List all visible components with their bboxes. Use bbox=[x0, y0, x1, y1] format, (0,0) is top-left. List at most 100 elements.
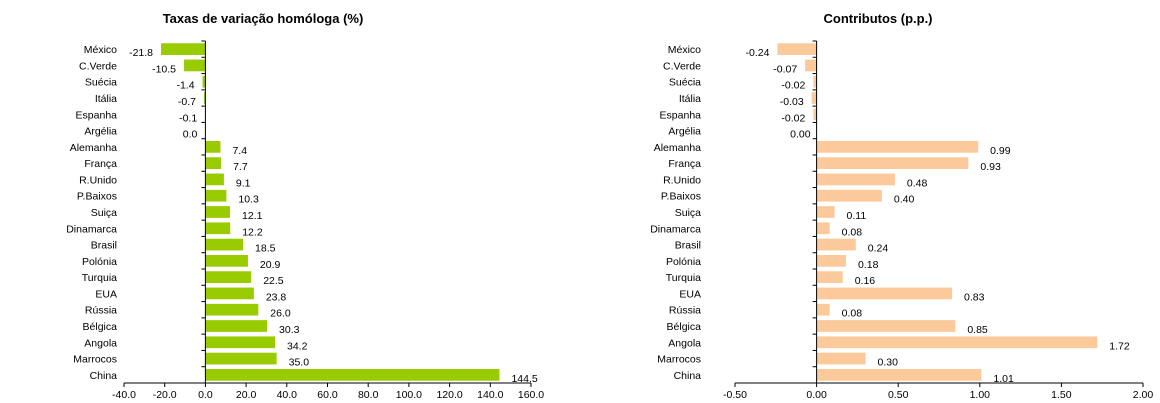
left-bar-7 bbox=[205, 140, 221, 153]
left-category-label: Espanha bbox=[76, 109, 118, 121]
right-category-label: Itália bbox=[679, 93, 701, 105]
right-bar-9 bbox=[816, 173, 895, 186]
left-bar-10 bbox=[205, 189, 227, 202]
left-data-label: 18.5 bbox=[255, 243, 276, 255]
left-bar-20 bbox=[205, 352, 277, 365]
left-category-label: Argélia bbox=[84, 126, 117, 138]
left-category-label: Rússia bbox=[85, 305, 117, 317]
left-bar-1 bbox=[161, 43, 206, 56]
left-data-label: 7.7 bbox=[233, 161, 248, 173]
left-category-label: R.Unido bbox=[79, 174, 117, 186]
left-bar-4 bbox=[203, 92, 206, 104]
left-bar-14 bbox=[205, 254, 248, 267]
right-data-label: 0.30 bbox=[878, 357, 899, 369]
left-data-label: -10.5 bbox=[152, 63, 176, 75]
right-data-label: 0.99 bbox=[990, 145, 1011, 157]
right-bar-3 bbox=[813, 75, 817, 88]
right-data-label: 0.24 bbox=[868, 243, 889, 255]
right-category-label: França bbox=[668, 158, 701, 170]
right-category-label: México bbox=[668, 44, 701, 56]
right-bar-16 bbox=[816, 287, 953, 300]
left-category-label: Suiça bbox=[91, 207, 117, 219]
left-value-tick-label: 160.0 bbox=[518, 389, 544, 401]
right-data-label: 0.16 bbox=[855, 275, 876, 287]
left-category-label: Angola bbox=[84, 337, 117, 349]
left-data-label: 30.3 bbox=[279, 324, 300, 336]
left-category-label: Itália bbox=[95, 93, 117, 105]
left-value-tick-label: 80.0 bbox=[358, 389, 379, 401]
right-category-label: C.Verde bbox=[663, 60, 701, 72]
right-bar-2 bbox=[805, 59, 817, 72]
left-chart-title: Taxas de variação homóloga (%) bbox=[163, 11, 364, 26]
right-bar-12 bbox=[816, 222, 830, 235]
left-category-label: C.Verde bbox=[79, 60, 117, 72]
right-bar-19 bbox=[816, 336, 1098, 349]
left-category-label: Marrocos bbox=[73, 354, 117, 366]
right-data-label: 0.00 bbox=[790, 129, 811, 141]
right-data-label: 0.85 bbox=[967, 324, 988, 336]
right-data-label: -0.02 bbox=[781, 112, 805, 124]
left-bar-11 bbox=[205, 206, 231, 218]
right-data-label: 0.93 bbox=[980, 161, 1001, 173]
left-data-label: 7.4 bbox=[232, 145, 247, 157]
right-category-label: Dinamarca bbox=[650, 223, 701, 235]
right-category-label: Alemanha bbox=[654, 142, 701, 154]
left-category-label: Polónia bbox=[82, 256, 117, 268]
right-chart-title: Contributos (p.p.) bbox=[823, 11, 932, 26]
left-bar-3 bbox=[202, 75, 206, 88]
right-data-label: -0.07 bbox=[773, 63, 797, 75]
left-data-label: 0.0 bbox=[183, 129, 198, 141]
left-data-label: 35.0 bbox=[289, 357, 310, 369]
right-data-label: 0.48 bbox=[907, 177, 928, 189]
left-bar-2 bbox=[184, 59, 206, 72]
right-bar-13 bbox=[816, 238, 856, 251]
right-data-label: 0.11 bbox=[847, 210, 867, 222]
left-bar-18 bbox=[205, 320, 268, 332]
left-data-label: -1.4 bbox=[176, 80, 194, 92]
right-data-label: -0.02 bbox=[781, 80, 805, 92]
left-category-label: P.Baixos bbox=[77, 191, 117, 203]
right-bar-20 bbox=[816, 352, 866, 365]
left-value-tick-label: 20.0 bbox=[236, 389, 257, 401]
left-value-tick-label: 0.0 bbox=[198, 389, 213, 401]
left-data-label: -0.1 bbox=[179, 112, 197, 124]
left-value-tick-label: 60.0 bbox=[317, 389, 338, 401]
right-bar-17 bbox=[816, 303, 830, 316]
left-bar-9 bbox=[205, 173, 224, 186]
right-value-tick-label: 2.00 bbox=[1133, 389, 1154, 401]
right-bar-11 bbox=[816, 206, 835, 218]
right-bar-21 bbox=[816, 368, 982, 381]
right-category-label: Suécia bbox=[669, 77, 701, 89]
left-category-label: EUA bbox=[95, 288, 117, 300]
right-data-label: 0.40 bbox=[894, 194, 915, 206]
left-data-label: 23.8 bbox=[266, 291, 287, 303]
left-value-tick-label: 140.0 bbox=[477, 389, 503, 401]
left-category-label: Alemanha bbox=[70, 142, 117, 154]
left-category-label: Brasil bbox=[91, 240, 117, 252]
right-category-label: Angola bbox=[668, 337, 701, 349]
right-category-label: Suiça bbox=[675, 207, 701, 219]
right-data-label: 0.18 bbox=[858, 259, 879, 271]
right-value-tick-label: 0.50 bbox=[888, 389, 909, 401]
left-data-label: 34.2 bbox=[287, 340, 308, 352]
left-data-label: 9.1 bbox=[236, 177, 251, 189]
left-data-label: 12.1 bbox=[242, 210, 263, 222]
right-category-label: Marrocos bbox=[657, 354, 701, 366]
left-bar-13 bbox=[205, 238, 244, 251]
left-category-label: França bbox=[84, 158, 117, 170]
right-bar-1 bbox=[777, 43, 817, 56]
right-data-label: 0.83 bbox=[964, 291, 985, 303]
right-bar-10 bbox=[816, 189, 882, 202]
right-category-label: Polónia bbox=[666, 256, 701, 268]
right-value-tick-label: 1.00 bbox=[970, 389, 991, 401]
right-bar-4 bbox=[811, 92, 817, 104]
left-category-label: Suécia bbox=[85, 77, 117, 89]
left-bar-16 bbox=[205, 287, 254, 300]
left-value-tick-label: 120.0 bbox=[436, 389, 462, 401]
right-data-label: -0.24 bbox=[745, 47, 769, 59]
left-category-label: México bbox=[84, 44, 117, 56]
right-data-label: 1.01 bbox=[993, 373, 1014, 385]
left-value-tick-label: 40.0 bbox=[277, 389, 298, 401]
